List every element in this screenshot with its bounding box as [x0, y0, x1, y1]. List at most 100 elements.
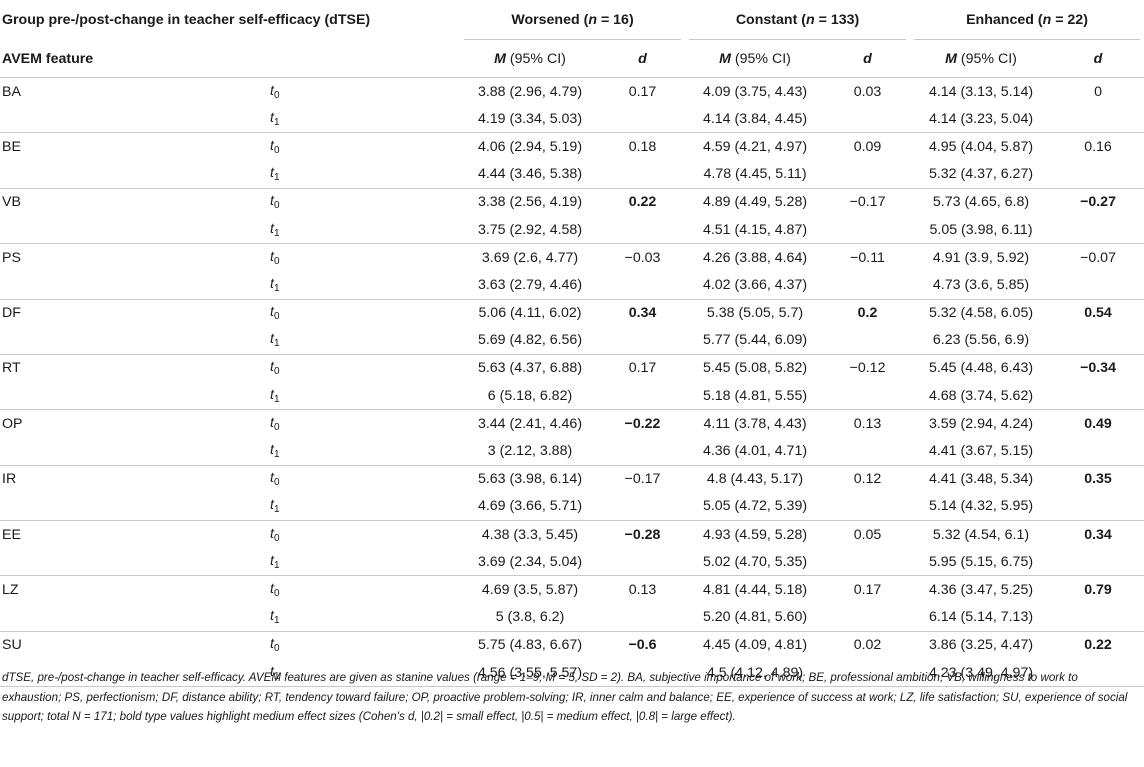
effect-size-worsened: −0.17	[600, 464, 686, 493]
time-letter: t	[270, 359, 274, 376]
time-subscript: 1	[273, 559, 280, 571]
time-point: t1	[270, 327, 460, 355]
time-subscript: 1	[273, 116, 280, 128]
feature-name: RT	[0, 353, 270, 383]
column-header-row: AVEM feature M (95% CI) d M (95% CI) d M…	[0, 40, 1144, 78]
feature-name-empty	[0, 216, 270, 244]
time-letter: t	[270, 414, 274, 431]
time-subscript: 0	[273, 366, 280, 378]
time-subscript: 1	[273, 449, 280, 461]
mean-ci-worsened: 4.69 (3.5, 5.87)	[460, 575, 600, 604]
mean-ci-constant: 4.36 (4.01, 4.71)	[702, 443, 808, 460]
mean-ci-constant: 5.02 (4.70, 5.35)	[702, 553, 808, 570]
mean-ci-worsened: 5 (3.8, 6.2)	[495, 609, 565, 626]
effect-size-enhanced-empty	[1052, 382, 1144, 410]
table-row: OP t0 3.44 (2.41, 4.46) −0.22 4.11 (3.78, 4.…	[0, 409, 1144, 438]
feature-name: EE	[0, 520, 270, 549]
feature-name-empty	[0, 271, 270, 299]
time-letter: t	[270, 304, 274, 321]
feature-name-empty	[0, 161, 270, 189]
group-name: Worsened	[511, 12, 580, 28]
mean-ci-worsened: 4.06 (2.94, 5.19)	[460, 132, 600, 161]
time-point: t1	[270, 548, 460, 576]
time-subscript: 0	[273, 200, 280, 212]
mean-ci-worsened: 5.75 (4.83, 6.67)	[460, 630, 600, 659]
time-letter: t	[270, 386, 274, 403]
time-point: t0	[270, 132, 460, 161]
group-header-row: Group pre-/post-change in teacher self-e…	[0, 0, 1144, 40]
time-point: t1	[270, 271, 460, 299]
effect-size-enhanced: 0.16	[1052, 132, 1144, 161]
time-point: t1	[270, 493, 460, 521]
effect-size-header: d	[600, 40, 686, 78]
table-row: BE t0 4.06 (2.94, 5.19) 0.18 4.59 (4.21, 4.9…	[0, 132, 1144, 161]
effect-size-enhanced: 0.22	[1052, 630, 1144, 659]
mean-ci-worsened: 3.69 (2.6, 4.77)	[460, 243, 600, 272]
time-letter: t	[270, 663, 274, 680]
mean-ci-enhanced: 5.32 (4.58, 6.05)	[910, 298, 1053, 327]
table-row: VB t0 3.38 (2.56, 4.19) 0.22 4.89 (4.49, 5.2…	[0, 187, 1144, 216]
effect-size-worsened-empty	[600, 658, 686, 688]
time-letter: t	[270, 109, 274, 126]
effect-size-worsened: 0.34	[600, 298, 686, 327]
mean-ci-header: M (95% CI)	[460, 40, 600, 78]
mean-ci-enhanced: 6.14 (5.14, 7.13)	[928, 609, 1034, 626]
mean-ci-enhanced: 3.86 (3.25, 4.47)	[910, 630, 1053, 659]
effect-size-constant-empty	[825, 161, 910, 189]
table-row: t1 3.69 (2.34, 5.04) 5.02 (4.70, 5.35) 5.95…	[0, 548, 1144, 576]
effect-size-enhanced-empty	[1052, 604, 1144, 632]
table-row: t1 4.44 (3.46, 5.38) 4.78 (4.45, 5.11) 5.32…	[0, 161, 1144, 189]
effect-size-enhanced-empty	[1052, 658, 1144, 688]
time-point: t0	[270, 464, 460, 493]
effect-size-worsened: 0.18	[600, 132, 686, 161]
group-n: 16	[613, 12, 629, 28]
time-subscript: 1	[273, 393, 280, 405]
time-letter: t	[270, 275, 274, 292]
effect-size-enhanced-empty	[1052, 493, 1144, 521]
time-point: t0	[270, 187, 460, 216]
effect-size-constant-empty	[825, 604, 910, 632]
effect-size-worsened-empty	[600, 437, 685, 465]
effect-size-constant: −0.12	[825, 353, 911, 383]
effect-size-constant: 0.03	[825, 77, 911, 106]
mean-ci-worsened: 5.06 (4.11, 6.02)	[460, 298, 600, 327]
mean-ci-worsened: 5.63 (3.98, 6.14)	[460, 464, 600, 493]
effect-size-worsened: −0.6	[600, 630, 686, 659]
effect-size-constant: 0.09	[825, 132, 911, 161]
time-point: t1	[270, 161, 460, 189]
feature-name: DF	[0, 298, 270, 327]
effect-size-constant-empty	[825, 658, 911, 688]
time-letter: t	[270, 608, 274, 625]
effect-size-enhanced-empty	[1052, 437, 1144, 465]
effect-size-worsened: −0.28	[600, 520, 686, 549]
table-row: EE t0 4.38 (3.3, 5.45) −0.28 4.93 (4.59, 5.2…	[0, 520, 1144, 549]
mean-ci-header: M (95% CI)	[910, 40, 1053, 78]
time-subscript: 1	[273, 172, 280, 184]
effect-size-worsened-empty	[600, 271, 685, 299]
mean-ci-constant: 5.45 (5.08, 5.82)	[685, 353, 826, 383]
time-letter: t	[270, 220, 274, 237]
time-point: t1	[270, 105, 460, 133]
effect-size-worsened: 0.22	[600, 187, 686, 216]
feature-name-empty	[0, 548, 270, 576]
time-subscript: 1	[273, 504, 280, 516]
mean-ci-constant: 5.77 (5.44, 6.09)	[702, 332, 808, 349]
table-row: t1 4.19 (3.34, 5.03) 4.14 (3.84, 4.45) 4.14…	[0, 105, 1144, 133]
mean-ci-enhanced: 4.41 (3.67, 5.15)	[928, 443, 1034, 460]
table-row: DF t0 5.06 (4.11, 6.02) 0.34 5.38 (5.05, 5.7…	[0, 298, 1144, 327]
effect-size-enhanced: −0.34	[1052, 353, 1144, 383]
time-subscript: 1	[273, 670, 280, 682]
feature-name-empty	[0, 493, 270, 521]
group-header-worsened: Worsened (n = 16)	[460, 0, 685, 40]
time-point: t1	[270, 437, 460, 465]
mean-ci-enhanced: 4.41 (3.48, 5.34)	[910, 464, 1053, 493]
effect-size-constant: 0.13	[825, 409, 911, 438]
mean-ci-constant: 4.11 (3.78, 4.43)	[685, 409, 826, 438]
effect-size-constant-empty	[825, 493, 910, 521]
table-body: BA t0 3.88 (2.96, 4.79) 0.17 4.09 (3.75, 4.4…	[0, 77, 1144, 688]
results-table-container: Group pre-/post-change in teacher self-e…	[0, 0, 1144, 723]
time-point: t0	[270, 353, 460, 383]
mean-ci-constant: 4.02 (3.66, 4.37)	[702, 276, 808, 293]
time-point: t0	[270, 298, 460, 327]
time-point: t0	[270, 243, 460, 272]
